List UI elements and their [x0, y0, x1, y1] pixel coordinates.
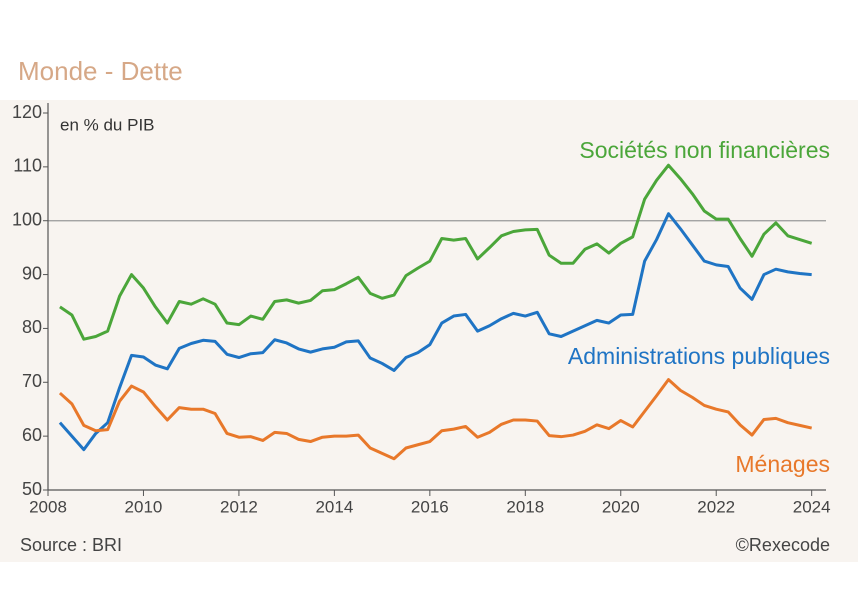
series-line: [59, 163, 813, 341]
copyright: ©Rexecode: [736, 535, 830, 555]
y-tick-label: 120: [12, 102, 42, 122]
y-tick-label: 110: [13, 156, 42, 176]
y-tick-label: 80: [22, 317, 42, 337]
y-tick-label: 50: [22, 479, 42, 499]
chart-title: Monde - Dette: [18, 56, 183, 86]
unit-label: en % du PIB: [60, 115, 155, 134]
y-tick-label: 90: [22, 263, 42, 283]
y-tick-label: 70: [22, 371, 42, 391]
x-tick-label: 2014: [315, 497, 353, 516]
x-tick-label: 2022: [697, 497, 735, 516]
x-tick-label: 2020: [602, 497, 640, 516]
x-tick-label: 2010: [125, 497, 163, 516]
source: Source : BRI: [20, 535, 122, 555]
series-label: Ménages: [735, 451, 830, 477]
series-line: [58, 378, 813, 461]
series-label: Administrations publiques: [568, 343, 830, 369]
x-tick-label: 2012: [220, 497, 258, 516]
x-tick-label: 2016: [411, 497, 449, 516]
series-label: Sociétés non financières: [579, 137, 830, 163]
x-tick-label: 2018: [506, 497, 544, 516]
x-tick-label: 2024: [793, 497, 831, 516]
y-tick-label: 100: [12, 209, 42, 229]
series-line: [58, 212, 812, 452]
x-tick-label: 2008: [29, 497, 67, 516]
y-tick-label: 60: [22, 425, 42, 445]
plot-background: [0, 100, 858, 562]
